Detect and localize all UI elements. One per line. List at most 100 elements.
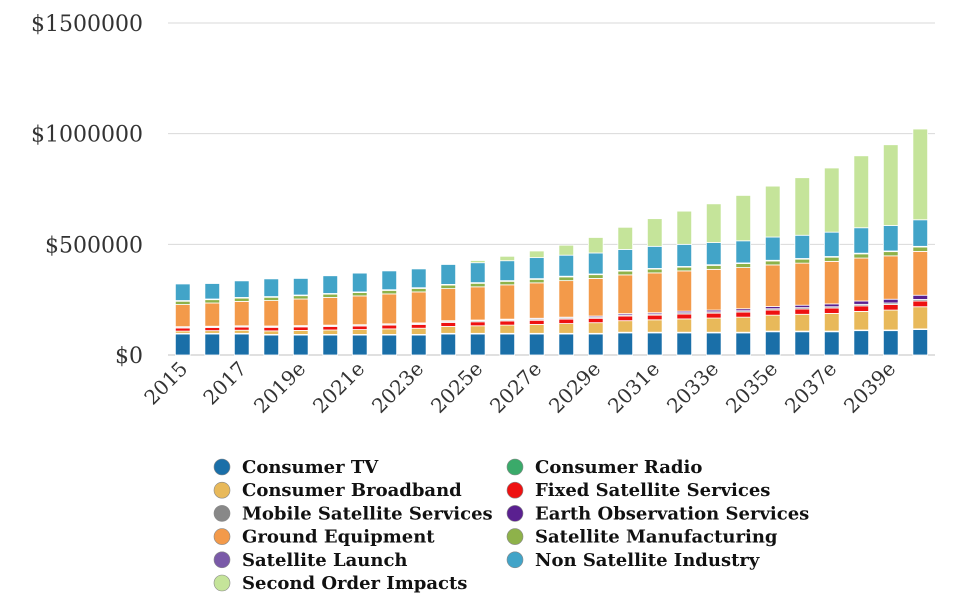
legend-item[interactable]: Mobile Satellite Services — [213, 503, 493, 524]
bar-segment[interactable] — [440, 288, 457, 322]
bar-segment[interactable] — [440, 326, 457, 334]
legend-item[interactable]: Consumer TV — [213, 457, 379, 478]
bar-segment[interactable] — [882, 251, 899, 257]
bar-segment[interactable] — [764, 236, 781, 261]
bar-segment[interactable] — [174, 304, 191, 328]
bar-segment[interactable] — [528, 333, 545, 356]
bar-segment[interactable] — [823, 331, 840, 356]
bar-segment[interactable] — [912, 329, 929, 356]
bar-segment[interactable] — [233, 333, 250, 356]
bar-segment[interactable] — [587, 317, 604, 324]
bar-segment[interactable] — [735, 311, 752, 318]
bar-segment[interactable] — [499, 284, 516, 320]
bar-segment[interactable] — [351, 292, 368, 297]
bar-segment[interactable] — [528, 257, 545, 280]
bar-segment[interactable] — [735, 195, 752, 242]
bar-segment[interactable] — [587, 237, 604, 254]
bar-segment[interactable] — [823, 256, 840, 262]
bar-segment[interactable] — [764, 309, 781, 316]
bar-segment[interactable] — [764, 185, 781, 238]
bar-segment[interactable] — [853, 227, 870, 254]
bar-segment[interactable] — [233, 326, 250, 331]
bar-segment[interactable] — [499, 320, 516, 326]
bar-segment[interactable] — [794, 234, 811, 259]
legend-item[interactable]: Second Order Impacts — [213, 573, 467, 594]
bar-segment[interactable] — [882, 309, 899, 331]
bar-segment[interactable] — [292, 298, 309, 326]
bar-segment[interactable] — [381, 328, 398, 335]
bar-segment[interactable] — [676, 266, 693, 272]
bar-segment[interactable] — [617, 270, 634, 276]
bar-segment[interactable] — [676, 270, 693, 312]
bar-segment[interactable] — [528, 319, 545, 325]
bar-segment[interactable] — [410, 287, 427, 293]
bar-segment[interactable] — [322, 329, 339, 335]
legend-item[interactable]: Ground Equipment — [213, 527, 435, 548]
bar-segment[interactable] — [646, 314, 663, 321]
bar-segment[interactable] — [499, 333, 516, 356]
bar-segment[interactable] — [735, 316, 752, 333]
bar-segment[interactable] — [558, 323, 575, 334]
bar-segment[interactable] — [912, 306, 929, 330]
bar-segment[interactable] — [410, 324, 427, 329]
bar-segment[interactable] — [204, 327, 221, 332]
bar-segment[interactable] — [528, 282, 545, 319]
bar-segment[interactable] — [705, 317, 722, 333]
bar-segment[interactable] — [381, 270, 398, 291]
bar-segment[interactable] — [794, 177, 811, 236]
bar-segment[interactable] — [469, 282, 486, 288]
bar-segment[interactable] — [646, 218, 663, 247]
bar-segment[interactable] — [204, 302, 221, 327]
bar-segment[interactable] — [381, 289, 398, 295]
bar-segment[interactable] — [587, 252, 604, 275]
bar-segment[interactable] — [882, 304, 899, 311]
bar-segment[interactable] — [499, 280, 516, 286]
bar-segment[interactable] — [735, 240, 752, 264]
bar-segment[interactable] — [351, 272, 368, 293]
bar-segment[interactable] — [882, 298, 899, 304]
bar-segment[interactable] — [204, 333, 221, 356]
bar-segment[interactable] — [646, 268, 663, 274]
bar-segment[interactable] — [233, 280, 250, 298]
bar-segment[interactable] — [351, 329, 368, 335]
bar-segment[interactable] — [676, 210, 693, 245]
bar-segment[interactable] — [322, 334, 339, 356]
bar-segment[interactable] — [823, 167, 840, 233]
bar-segment[interactable] — [764, 331, 781, 356]
bar-segment[interactable] — [676, 318, 693, 333]
bar-segment[interactable] — [292, 278, 309, 296]
bar-segment[interactable] — [882, 225, 899, 252]
bar-segment[interactable] — [233, 301, 250, 327]
bar-segment[interactable] — [558, 333, 575, 356]
bar-segment[interactable] — [381, 324, 398, 330]
bar-segment[interactable] — [263, 278, 280, 297]
bar-segment[interactable] — [912, 251, 929, 296]
bar-segment[interactable] — [351, 295, 368, 326]
bar-segment[interactable] — [174, 300, 191, 305]
bar-segment[interactable] — [174, 333, 191, 356]
legend-item[interactable]: Fixed Satellite Services — [506, 480, 770, 501]
bar-segment[interactable] — [882, 144, 899, 226]
bar-segment[interactable] — [735, 267, 752, 310]
bar-segment[interactable] — [263, 334, 280, 356]
bar-segment[interactable] — [617, 320, 634, 333]
bar-segment[interactable] — [587, 278, 604, 317]
bar-segment[interactable] — [676, 243, 693, 267]
bar-segment[interactable] — [617, 249, 634, 271]
bar-segment[interactable] — [587, 322, 604, 334]
bar-segment[interactable] — [440, 322, 457, 327]
bar-segment[interactable] — [823, 307, 840, 314]
bar-segment[interactable] — [469, 321, 486, 327]
bar-segment[interactable] — [823, 303, 840, 308]
bar-segment[interactable] — [381, 293, 398, 325]
bar-segment[interactable] — [912, 246, 929, 252]
bar-segment[interactable] — [823, 260, 840, 305]
bar-segment[interactable] — [853, 305, 870, 312]
legend-item[interactable]: Satellite Manufacturing — [506, 527, 778, 548]
bar-segment[interactable] — [351, 334, 368, 356]
bar-segment[interactable] — [882, 330, 899, 356]
legend-item[interactable]: Consumer Broadband — [213, 480, 462, 501]
bar-segment[interactable] — [204, 283, 221, 300]
bar-segment[interactable] — [794, 313, 811, 332]
bar-segment[interactable] — [705, 264, 722, 270]
